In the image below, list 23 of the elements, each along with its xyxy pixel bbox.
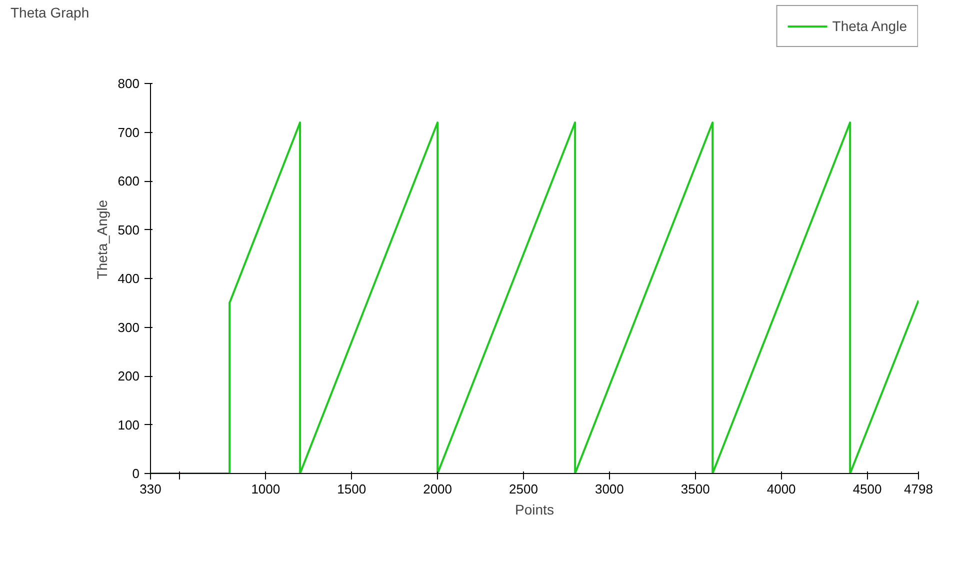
y-tick-label: 700 [118, 124, 140, 140]
y-tick-label: 400 [118, 271, 140, 286]
y-tick-label: 600 [118, 174, 140, 188]
y-tick-label: 0 [132, 466, 140, 481]
x-tick-label: 4798 [904, 482, 933, 496]
y-tick-label: 100 [118, 417, 140, 432]
x-tick-label: 1500 [337, 482, 366, 496]
x-tick-label: 1000 [251, 482, 280, 496]
y-tick-label: 200 [118, 368, 140, 384]
y-tick-label: 500 [118, 222, 140, 238]
x-axis-title: Points [515, 502, 554, 518]
x-tick-label: 2000 [423, 482, 452, 496]
x-tick-label: 2500 [509, 482, 538, 496]
x-tick-label: 330 [140, 482, 162, 496]
x-tick-label: 4500 [852, 482, 882, 496]
x-tick-label: 4000 [766, 482, 796, 496]
x-tick-label: 3500 [680, 482, 710, 496]
y-axis-title: Theta_Angle [94, 200, 110, 280]
legend-label: Theta Angle [832, 18, 907, 34]
chart-title: Theta Graph [10, 4, 90, 20]
y-tick-label: 800 [118, 76, 140, 91]
y-tick-label: 300 [118, 320, 140, 335]
x-tick-label: 3000 [594, 482, 624, 496]
